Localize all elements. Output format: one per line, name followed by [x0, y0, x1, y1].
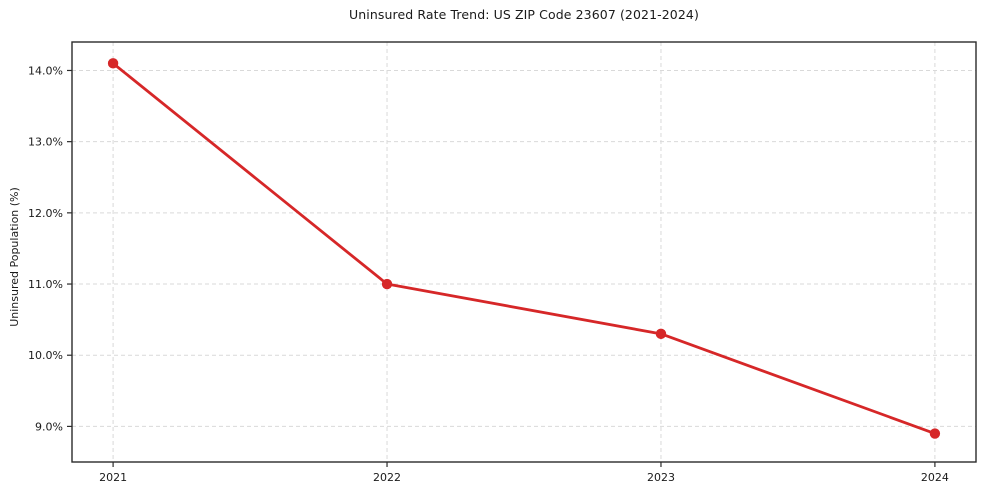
x-tick-label: 2022 — [373, 471, 401, 484]
y-tick-label: 9.0% — [35, 420, 63, 433]
data-point — [107, 58, 119, 69]
x-tick-label: 2024 — [921, 471, 949, 484]
y-tick-label: 12.0% — [28, 207, 63, 220]
y-tick-label: 13.0% — [28, 136, 63, 149]
y-tick-label: 10.0% — [28, 349, 63, 362]
data-point — [929, 428, 941, 439]
y-tick-label: 11.0% — [28, 278, 63, 291]
y-tick-label: 14.0% — [28, 64, 63, 77]
plot-background — [72, 42, 976, 462]
data-point — [655, 328, 667, 340]
data-line — [111, 61, 937, 435]
plot-border — [71, 41, 977, 463]
x-tick-label: 2023 — [647, 471, 675, 484]
x-tick-label: 2021 — [99, 471, 127, 484]
data-point — [381, 278, 393, 290]
chart-title: Uninsured Rate Trend: US ZIP Code 23607 … — [349, 7, 699, 22]
